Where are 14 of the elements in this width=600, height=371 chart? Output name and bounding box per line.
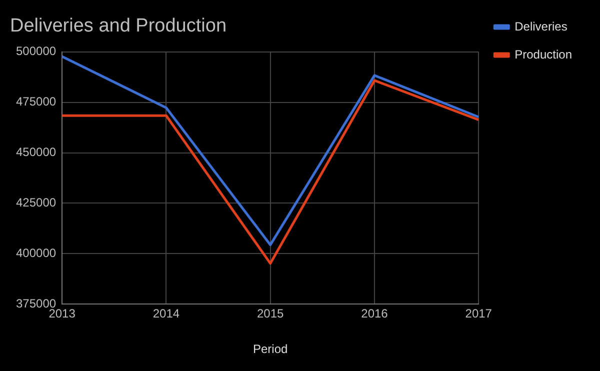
x-tick-label: 2014 [152, 306, 180, 321]
x-tick-label: 2013 [48, 306, 76, 321]
x-tick-label: 2017 [465, 306, 492, 321]
y-tick-label: 475000 [16, 94, 56, 109]
x-axis-title: Period [252, 342, 288, 356]
chart-title: Deliveries and Production [10, 16, 227, 37]
legend-label: Deliveries [514, 19, 568, 34]
y-tick-label: 450000 [16, 145, 56, 160]
x-tick-label: 2015 [256, 306, 284, 321]
legend-label: Production [514, 47, 572, 62]
x-tick-label: 2016 [361, 306, 388, 321]
y-tick-label: 500000 [16, 44, 56, 58]
y-tick-label: 400000 [16, 246, 56, 260]
y-tick-label: 425000 [16, 196, 56, 210]
